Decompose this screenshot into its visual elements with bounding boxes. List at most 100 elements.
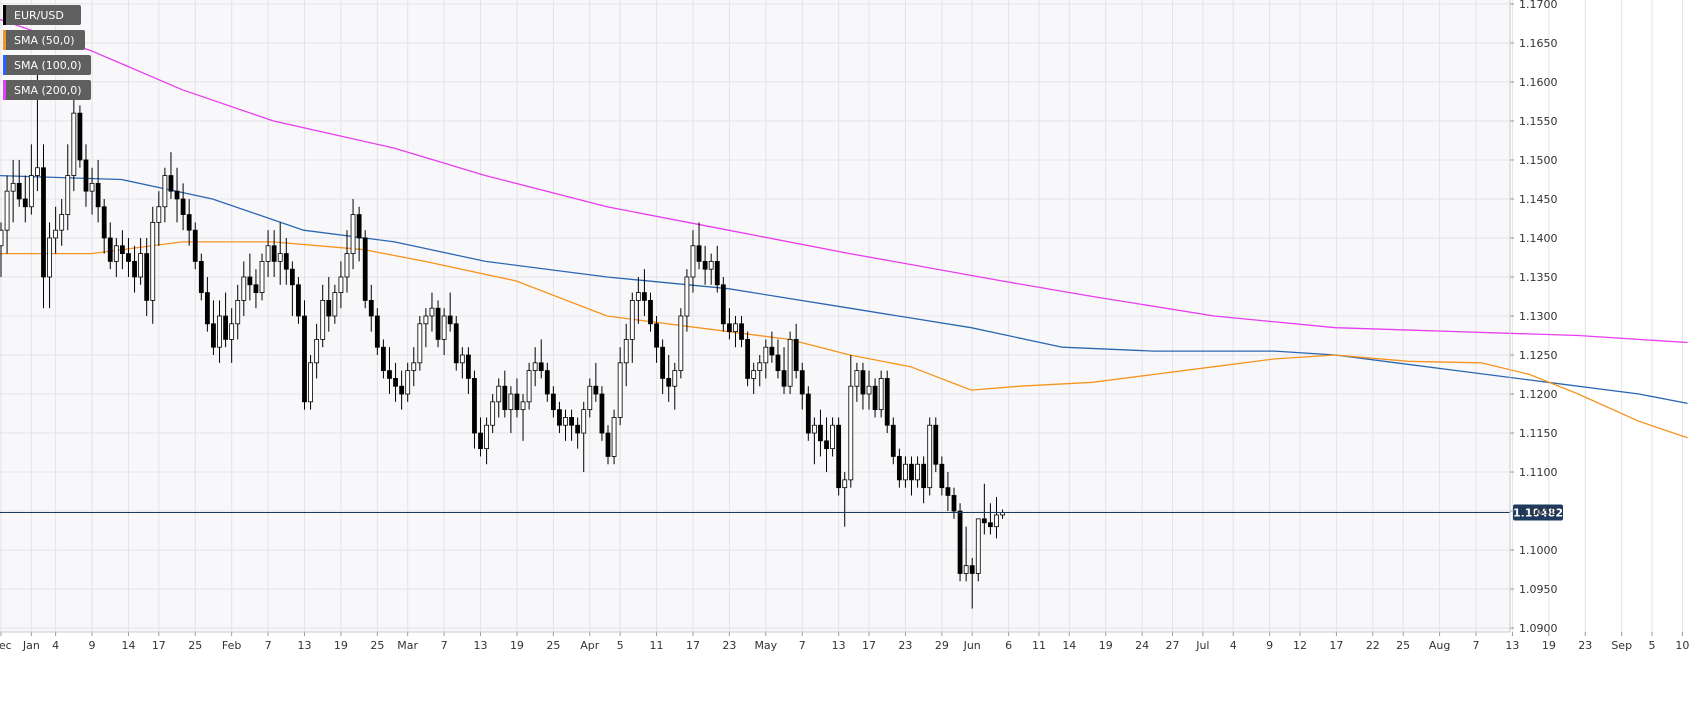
candle — [593, 362, 599, 402]
candle-body-up — [332, 292, 338, 317]
candle-body-down — [186, 214, 192, 231]
candle-body-up — [71, 112, 77, 176]
candle-body-down — [575, 424, 581, 434]
y-tick-label: 1.1250 — [1519, 349, 1558, 362]
candle-body-down — [168, 175, 174, 192]
candle-body-down — [204, 292, 210, 325]
candle — [28, 144, 34, 215]
x-tick-label: 23 — [898, 639, 912, 652]
x-tick-label: 13 — [474, 639, 488, 652]
candle-body-down — [896, 456, 902, 481]
candle-body-down — [174, 190, 180, 200]
last-price-line: 1.10482 — [0, 504, 1563, 521]
candles — [0, 66, 1005, 609]
candle — [198, 253, 204, 301]
x-tick-label: 19 — [1542, 639, 1556, 652]
last-price-tag — [1513, 504, 1563, 521]
candle — [192, 222, 198, 270]
x-tick-label: 4 — [1230, 639, 1237, 652]
candle-body-up — [787, 339, 793, 387]
legend-item[interactable]: EUR/USD — [3, 5, 81, 25]
legend-item[interactable]: SMA (50,0) — [3, 30, 85, 50]
candle — [138, 237, 144, 285]
candle — [101, 198, 107, 254]
x-tick-label: 29 — [935, 639, 949, 652]
candle — [642, 269, 647, 316]
candle-body-up — [417, 323, 423, 364]
candle — [405, 362, 411, 402]
candle-body-down — [502, 385, 508, 411]
candle — [848, 355, 854, 488]
candle-body-up — [28, 175, 34, 208]
grid — [0, 0, 1683, 632]
candle — [842, 472, 848, 527]
candle — [927, 417, 933, 496]
candle-body-up — [0, 229, 4, 247]
candle-body-up — [690, 245, 696, 278]
candle-body-up — [733, 323, 738, 333]
legend-item[interactable]: SMA (200,0) — [3, 80, 91, 100]
x-tick-label: Jun — [963, 639, 981, 652]
x-tick-label: 19 — [1099, 639, 1113, 652]
candle — [757, 355, 763, 387]
x-tick-label: 25 — [546, 639, 560, 652]
candle-body-up — [842, 479, 848, 489]
x-tick-label: 4 — [52, 639, 59, 652]
candle-body-up — [623, 339, 629, 364]
candle-body-down — [593, 385, 599, 395]
candle-body-down — [95, 182, 101, 208]
candle-body-up — [878, 378, 884, 411]
candle-body-up — [35, 167, 40, 176]
x-tick-label: 17 — [152, 639, 166, 652]
x-tick-label: 22 — [1366, 639, 1380, 652]
candle-body-up — [156, 206, 162, 223]
x-tick-label: 7 — [441, 639, 448, 652]
candle-body-up — [581, 409, 587, 434]
candle-body-down — [399, 385, 405, 395]
candle — [890, 417, 896, 465]
candle — [605, 425, 611, 465]
candle — [132, 245, 137, 293]
candle-body-up — [411, 362, 417, 372]
candle-body-down — [132, 260, 137, 278]
candle-body-down — [465, 354, 471, 379]
candle-body-up — [229, 323, 235, 340]
y-tick-label: 1.1050 — [1519, 505, 1558, 518]
candle — [690, 230, 696, 293]
candle — [247, 253, 253, 301]
candle — [635, 276, 641, 324]
candle-body-up — [757, 362, 763, 372]
x-tick-label: May — [754, 639, 777, 652]
x-tick-label: 23 — [1578, 639, 1592, 652]
candle — [708, 253, 714, 285]
candle — [678, 308, 684, 379]
legend-item[interactable]: SMA (100,0) — [3, 55, 91, 75]
candle — [666, 355, 672, 402]
candle-body-down — [387, 370, 392, 379]
candle — [308, 355, 313, 410]
candle-body-up — [763, 346, 769, 364]
candle-body-down — [939, 463, 945, 489]
candle-body-down — [654, 323, 659, 348]
candle-body-down — [745, 339, 751, 379]
candle-body-up — [708, 260, 714, 270]
candle-body-down — [921, 463, 927, 489]
candle — [174, 167, 180, 223]
candle — [453, 316, 459, 371]
candle — [332, 284, 338, 324]
candle-body-down — [702, 260, 708, 270]
candle-body-down — [781, 370, 787, 387]
candle — [994, 497, 999, 539]
candle-body-down — [727, 323, 732, 333]
y-tick-label: 1.0900 — [1519, 622, 1558, 635]
candle — [696, 222, 702, 270]
candle — [0, 222, 4, 277]
x-tick-label: 14 — [121, 639, 135, 652]
x-tick-label: 19 — [510, 639, 524, 652]
candle — [65, 144, 71, 231]
candle — [411, 347, 417, 387]
candle — [362, 230, 368, 309]
candle-body-down — [393, 378, 398, 387]
